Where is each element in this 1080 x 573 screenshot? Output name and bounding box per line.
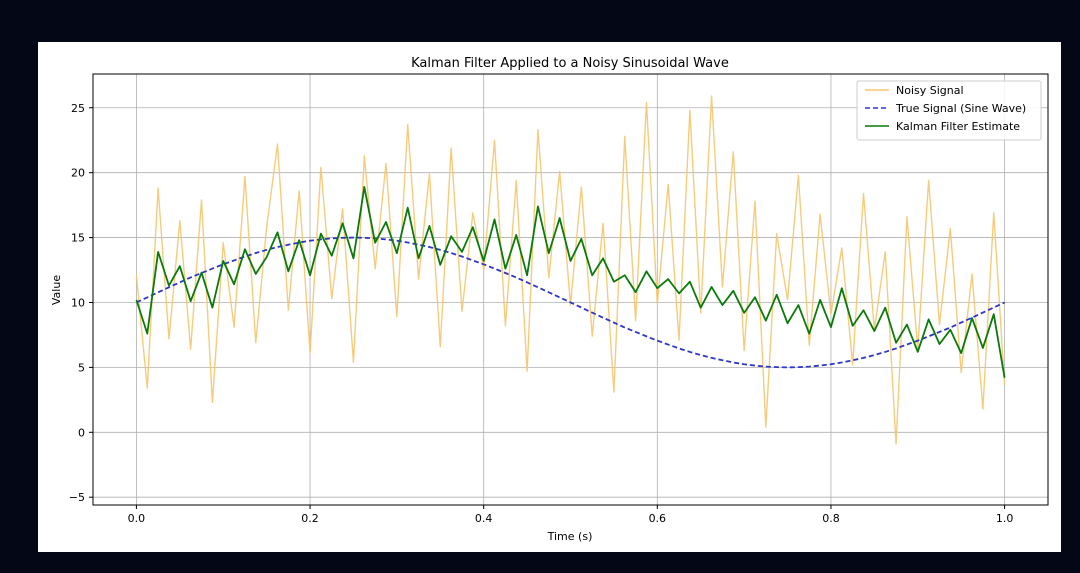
- legend-box: [856, 80, 1042, 141]
- x-tick-label: 0.8: [822, 512, 840, 525]
- x-tick-label: 0.6: [649, 512, 667, 525]
- figure-panel: 0.0 0.2 0.4 0.6 0.8 1.0 −5 0 5 10 15 20 25 Kalman Fi…: [38, 42, 1061, 552]
- y-tick-label: 10: [71, 296, 85, 309]
- y-tick-label: 5: [78, 361, 85, 374]
- x-tick-label: 0.0: [128, 512, 146, 525]
- axis-ticks: 0.0 0.2 0.4 0.6 0.8 1.0 −5 0 5 10 15 20 25: [69, 102, 1014, 525]
- y-tick-label: 0: [78, 426, 85, 439]
- y-axis-label: Value: [50, 275, 63, 305]
- chart-title: Kalman Filter Applied to a Noisy Sinusoi…: [411, 56, 729, 71]
- y-tick-label: 20: [71, 167, 85, 180]
- y-tick-label: 25: [71, 102, 85, 115]
- legend: Noisy Signal True Signal (Sine Wave) Kal…: [856, 80, 1042, 141]
- chart: 0.0 0.2 0.4 0.6 0.8 1.0 −5 0 5 10 15 20 25 Kalman Fi…: [50, 56, 1049, 543]
- series-layer: [135, 95, 1006, 445]
- kalman-estimate-line: [135, 186, 1006, 378]
- x-axis-label: Time (s): [547, 530, 593, 543]
- x-tick-label: 1.0: [996, 512, 1014, 525]
- x-tick-label: 0.2: [301, 512, 319, 525]
- y-tick-label: 15: [71, 232, 85, 245]
- legend-label-kalman-estimate: Kalman Filter Estimate: [896, 120, 1020, 133]
- noisy-signal-line: [135, 95, 1006, 445]
- legend-label-noisy-signal: Noisy Signal: [896, 84, 964, 97]
- plot-frame: [92, 73, 1049, 506]
- legend-label-true-signal: True Signal (Sine Wave): [895, 102, 1026, 115]
- x-tick-label: 0.4: [475, 512, 493, 525]
- y-tick-label: −5: [69, 491, 85, 504]
